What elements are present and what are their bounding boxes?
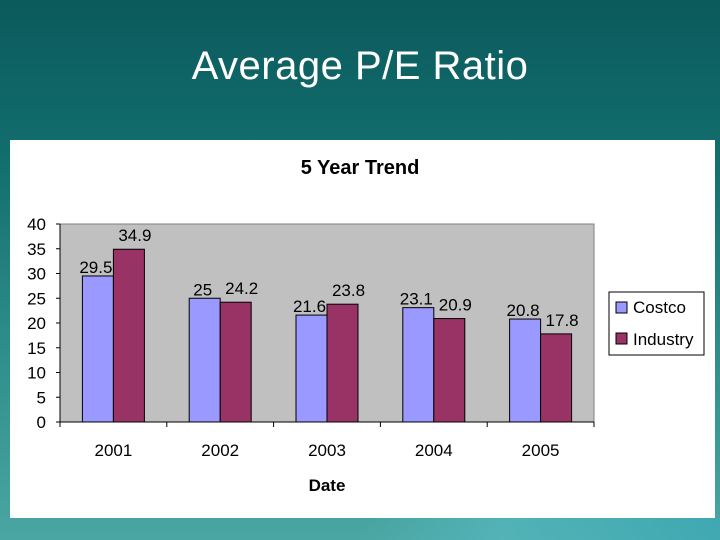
legend-label-costco: Costco [633,298,686,317]
y-axis: 0 5 10 15 20 25 30 35 40 [27,215,61,432]
x-tick-label: 2005 [522,441,560,460]
data-label-costco-2002: 25 [193,280,212,299]
y-tick-label: 30 [27,265,46,284]
x-tick-label: 2001 [94,441,132,460]
data-label-industry-2001: 34.9 [118,226,151,245]
y-tick-label: 5 [37,388,46,407]
y-tick-label: 10 [27,364,46,383]
data-label-industry-2003: 23.8 [332,281,365,300]
chart-title: 5 Year Trend [301,157,420,179]
bar-industry-2003 [326,303,359,423]
data-labels: 29.5 34.9 25 24.2 21.6 23.8 23.1 20.9 20.8 17.8 [79,226,578,330]
x-tick-label: 2002 [201,441,239,460]
data-label-costco-2001: 29.5 [79,258,112,277]
y-tick-label: 40 [27,215,46,234]
data-label-costco-2004: 23.1 [400,290,433,309]
bar-costco-2002 [188,297,221,423]
chart-panel: 5 Year Trend 0 5 10 15 20 25 30 35 40 2001 2002 20… [10,140,715,518]
bar-costco-2001 [81,275,114,423]
data-label-costco-2005: 20.8 [507,301,540,320]
bar-costco-2005 [509,318,542,423]
bar-industry-2002 [219,301,252,423]
bar-costco-2003 [295,314,328,423]
x-tick-label: 2003 [308,441,346,460]
y-tick-label: 20 [27,314,46,333]
bar-industry-2001 [112,248,145,423]
legend-swatch-costco [615,301,628,314]
bar-costco-2004 [402,307,435,423]
data-label-industry-2005: 17.8 [546,311,579,330]
y-tick-label: 35 [27,240,46,259]
slide-title: Average P/E Ratio [191,44,529,88]
data-label-industry-2002: 24.2 [225,279,258,298]
legend: Costco Industry [608,291,705,356]
decorative-wave [360,518,720,540]
x-tick-label: 2004 [415,441,453,460]
y-tick-label: 25 [27,289,46,308]
bar-industry-2004 [433,318,466,423]
legend-swatch-industry [615,332,628,345]
bar-marks [81,248,573,423]
data-label-costco-2003: 21.6 [293,297,326,316]
bar-industry-2005 [540,333,573,423]
data-label-industry-2004: 20.9 [439,296,472,315]
x-axis: 2001 2002 2003 2004 2005 [59,421,595,460]
y-tick-label: 15 [27,339,46,358]
legend-label-industry: Industry [633,330,694,349]
y-tick-label: 0 [37,413,46,432]
x-axis-title: Date [309,476,346,495]
